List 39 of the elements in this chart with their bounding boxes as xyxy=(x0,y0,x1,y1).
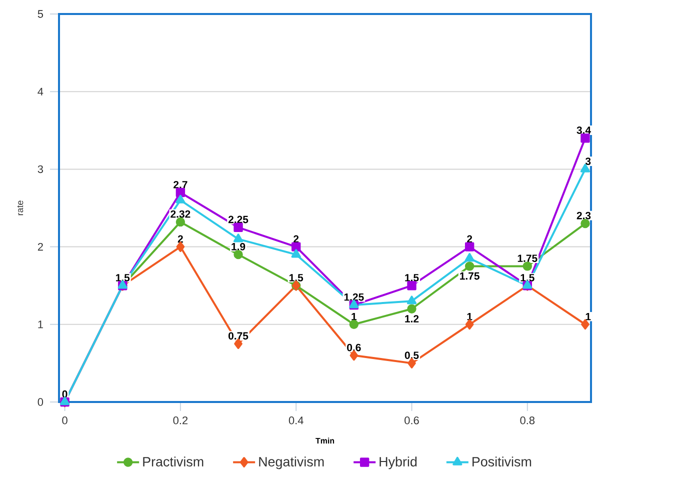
y-axis-title: rate xyxy=(17,200,24,216)
data-label: 1.5 xyxy=(520,274,534,282)
data-label: 1.75 xyxy=(518,254,538,262)
data-label: 2.25 xyxy=(228,216,248,224)
legend-label: Negativism xyxy=(259,456,324,470)
data-label: 1.5 xyxy=(289,274,304,282)
legend-label: Practivism xyxy=(143,456,204,466)
y-tick-label: 5 xyxy=(38,10,44,18)
data-label: 1 xyxy=(586,313,591,320)
data-label: 2 xyxy=(467,235,472,243)
data-label: 2 xyxy=(294,235,299,243)
data-label: 2.3 xyxy=(576,212,591,220)
x-tick-label: 0.4 xyxy=(288,416,304,424)
data-label: 1.5 xyxy=(116,274,130,282)
data-label: 1.2 xyxy=(405,315,419,322)
x-tick-label: 0 xyxy=(62,416,68,424)
y-tick-label: 4 xyxy=(38,88,44,96)
data-label: 0.6 xyxy=(347,344,361,352)
data-label: 3 xyxy=(585,158,591,165)
data-label: 1.75 xyxy=(460,272,480,280)
y-tick-label: 2 xyxy=(38,242,43,251)
x-tick-label: 0.2 xyxy=(173,416,188,424)
legend-label: Positivism xyxy=(472,456,532,466)
data-label: 0.5 xyxy=(404,352,419,359)
data-label: 1.5 xyxy=(405,274,419,282)
y-tick-label: 3 xyxy=(38,165,44,174)
y-tick-label: 0 xyxy=(38,398,44,406)
data-label: 1.25 xyxy=(344,293,364,301)
data-label: 3.4 xyxy=(576,126,591,134)
data-label: 1 xyxy=(352,313,357,320)
data-label: 1 xyxy=(467,313,472,320)
x-tick-label: 0.8 xyxy=(520,416,535,424)
data-label: 2.32 xyxy=(170,210,190,218)
data-label: 1.9 xyxy=(232,242,246,250)
legend-label: Hybrid xyxy=(380,456,417,470)
data-label: 0.75 xyxy=(228,332,248,340)
data-label: 2 xyxy=(178,235,183,243)
x-tick-label: 0.6 xyxy=(404,416,419,424)
y-tick-label: 1 xyxy=(38,320,43,328)
